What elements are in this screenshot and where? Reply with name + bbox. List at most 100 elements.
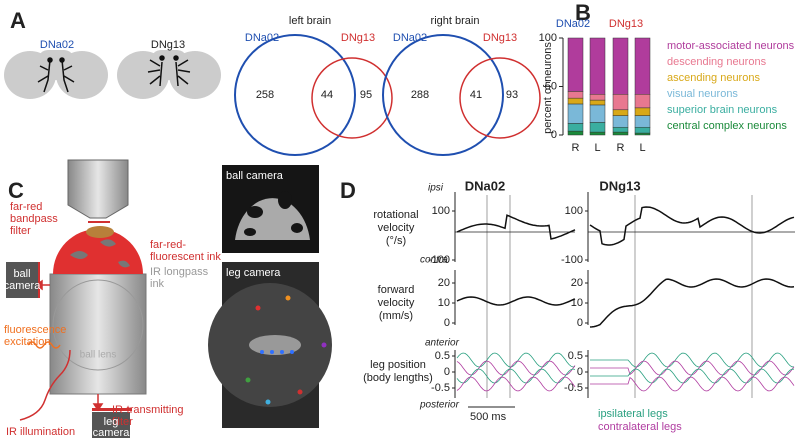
venn-left: left brain DNa02 DNg13 258 44 95	[234, 15, 393, 156]
row-label: (°/s)	[386, 235, 406, 247]
bar-segment	[589, 94, 606, 101]
bar-segment	[634, 115, 651, 128]
venn-right: right brain DNa02 DNg13 288 41 93	[382, 15, 541, 156]
column-title: DNa02	[465, 178, 505, 193]
bar-segment	[567, 103, 584, 124]
bar-segment	[589, 122, 606, 133]
x-tick-label: L	[639, 142, 645, 154]
y-tick-label: 50	[545, 80, 557, 92]
label: far-red-	[150, 239, 186, 251]
row-label: rotational	[373, 209, 418, 221]
trace	[589, 278, 795, 328]
row-label: leg position	[370, 359, 426, 371]
panel-label: C	[8, 178, 24, 203]
bar-segment	[612, 37, 629, 95]
label: camera	[4, 280, 42, 292]
venn-count: 95	[360, 89, 372, 101]
trace	[590, 368, 795, 384]
bar-segment	[589, 37, 606, 95]
photo-label: leg camera	[226, 267, 281, 279]
neuron-drawings	[37, 55, 191, 93]
label: fluorescence	[4, 324, 66, 336]
y-tick-label: 0	[444, 317, 450, 329]
label: far-red	[10, 201, 42, 213]
y-tick-label: -100	[561, 254, 583, 266]
y-tick-label: 10	[438, 297, 450, 309]
legend-item: central complex neurons	[667, 120, 787, 132]
c-red-labels: far-red bandpass filter far-red- fluores…	[6, 201, 221, 438]
brain-label: DNa02	[40, 39, 74, 51]
fly	[86, 226, 114, 238]
bar-segment	[612, 126, 629, 133]
axis-note: posterior	[419, 400, 460, 411]
legend-item: ascending neurons	[667, 72, 760, 84]
bar-segment	[634, 37, 651, 95]
legend-item: visual neurons	[667, 88, 738, 100]
venn-circle	[459, 57, 541, 139]
venn-circle	[382, 34, 504, 156]
y-tick-label: 0	[577, 317, 583, 329]
bar-segment	[634, 107, 651, 116]
venn-count: 41	[470, 89, 482, 101]
label: filter	[112, 416, 133, 428]
ball-lens-outline	[52, 279, 144, 371]
axis-note: ipsi	[428, 183, 444, 194]
label: bandpass	[10, 213, 58, 225]
y-tick-label: 100	[432, 205, 450, 217]
legend-item: superior brain neurons	[667, 104, 778, 116]
row-label: (mm/s)	[379, 310, 413, 322]
panel-label: B	[575, 0, 591, 25]
row-label: (body lengths)	[363, 372, 433, 384]
trace	[590, 352, 795, 368]
y-tick-label: 0.5	[568, 350, 583, 362]
camera-box	[6, 262, 38, 298]
trace	[456, 368, 576, 384]
label: excitation	[4, 336, 50, 348]
bar-segment	[589, 99, 606, 106]
legend-item: contralateral legs	[598, 421, 682, 433]
label: leg	[104, 416, 119, 428]
trace	[589, 206, 795, 246]
bar-segment	[589, 104, 606, 123]
label: IR longpass	[150, 266, 209, 278]
bar-segment	[567, 37, 584, 92]
bar-segment	[612, 131, 629, 136]
bar-segment	[567, 130, 584, 136]
y-tick-label: -0.5	[564, 382, 583, 394]
y-tick-label: 0	[577, 366, 583, 378]
brain-outlines	[4, 50, 221, 99]
trace	[456, 352, 576, 368]
label: ball lens	[80, 350, 117, 361]
label: camera	[93, 427, 131, 439]
scale-label: 500 ms	[470, 411, 507, 423]
label: IR-transmitting	[112, 404, 184, 416]
arrows	[19, 262, 132, 421]
trace	[456, 296, 576, 306]
bar-segment	[612, 115, 629, 128]
photo-label: ball camera	[226, 170, 284, 182]
venn-count: 288	[411, 89, 429, 101]
venn-circle	[311, 57, 393, 139]
y-tick-label: 0	[444, 366, 450, 378]
objective	[67, 159, 129, 219]
y-tick-label: -100	[428, 254, 450, 266]
legend-item: motor-associated neurons	[667, 40, 795, 52]
y-tick-label: 20	[438, 277, 450, 289]
group-label: DNg13	[609, 18, 643, 30]
venn-set: DNg13	[483, 32, 517, 44]
trace	[456, 214, 576, 240]
legend-item: descending neurons	[667, 56, 767, 68]
y-tick-label: 10	[571, 297, 583, 309]
bar-segment	[612, 109, 629, 116]
y-axis-label: percent of neurons	[542, 42, 554, 134]
y-tick-label: 20	[571, 277, 583, 289]
label: ink	[150, 278, 165, 290]
venn-count: 93	[506, 89, 518, 101]
trace	[590, 360, 795, 376]
x-tick-label: R	[617, 142, 625, 154]
y-tick-label: 100	[565, 205, 583, 217]
venn-count: 258	[256, 89, 274, 101]
bar-segment	[567, 91, 584, 99]
trace	[590, 376, 795, 392]
y-tick-label: -0.5	[431, 382, 450, 394]
